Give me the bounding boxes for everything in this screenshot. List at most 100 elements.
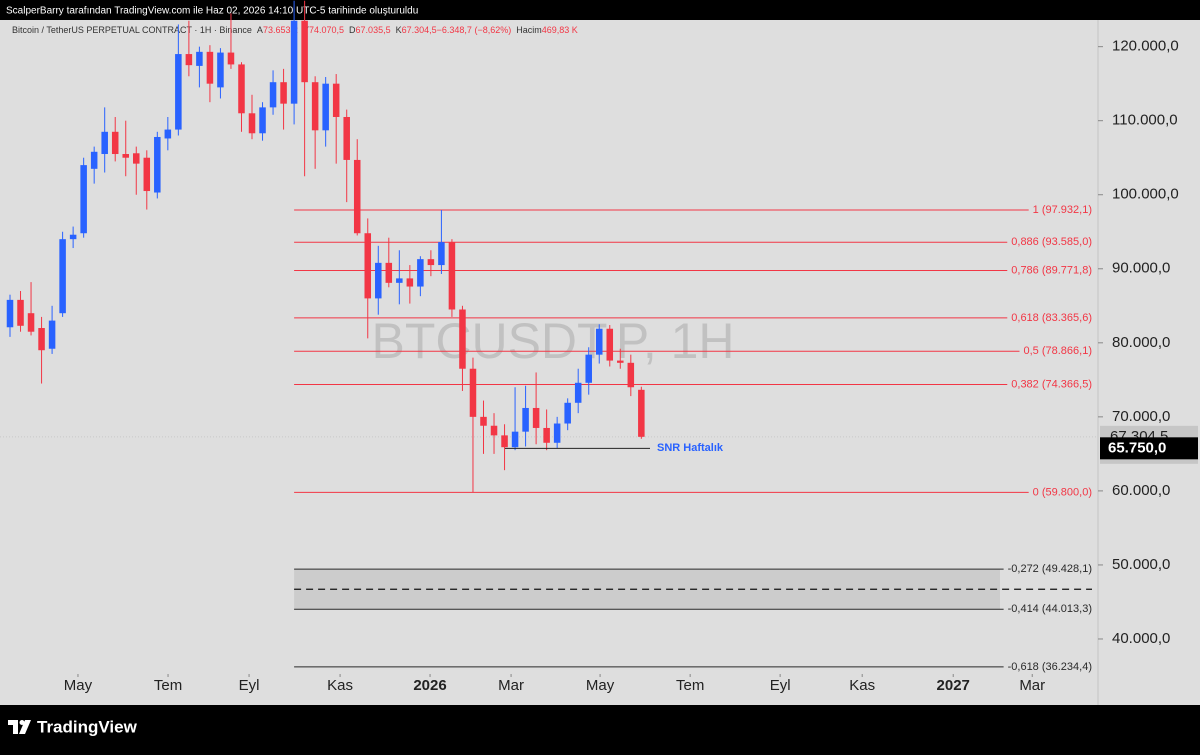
candle-body: [564, 402, 571, 424]
candle-body: [385, 262, 393, 283]
candle-body: [364, 233, 372, 299]
candle-body: [438, 242, 445, 266]
candle-body: [269, 82, 277, 108]
x-tick-label: Eyl: [239, 677, 260, 694]
candle-body: [101, 131, 108, 155]
chart-background: [0, 20, 1200, 705]
candle-body: [469, 368, 477, 417]
info-key: Hacim: [516, 25, 542, 35]
x-tick-label: Eyl: [770, 677, 791, 694]
fib-label: -0,272 (49.428,1): [1008, 563, 1092, 575]
candle-body: [638, 389, 645, 437]
header-bar: [0, 0, 1200, 20]
candle-body: [111, 131, 119, 155]
candle-body: [606, 328, 614, 361]
candle-body: [280, 82, 287, 104]
candle-body: [585, 354, 592, 383]
y-tick-label: 110.000,0: [1112, 112, 1178, 129]
candle-body: [143, 157, 151, 192]
candle-body: [290, 20, 298, 104]
x-tick-label: 2026: [413, 677, 446, 694]
candle-body: [595, 328, 603, 355]
fib-label: -0,414 (44.013,3): [1008, 603, 1092, 615]
candle-body: [301, 20, 308, 83]
fib-label: 0,5 (78.866,1): [1024, 345, 1093, 357]
fib-label: 0 (59.800,0): [1033, 486, 1092, 498]
snr-label: SNR Haftalık: [657, 442, 724, 454]
info-value: 469,83 K: [542, 25, 578, 35]
info-key: D: [349, 25, 356, 35]
candle-body: [480, 416, 487, 426]
brand-name: TradingView: [37, 717, 138, 736]
x-tick-label: Kas: [327, 677, 353, 694]
y-tick-label: 90.000,0: [1112, 260, 1170, 277]
y-tick-label: 120.000,0: [1112, 38, 1179, 55]
candle-body: [175, 54, 182, 130]
candle-body: [574, 382, 582, 403]
candle-body: [543, 427, 550, 443]
candle-body: [227, 52, 235, 65]
x-tick-label: Mar: [1019, 677, 1045, 694]
info-value: 73.653,2: [263, 25, 298, 35]
footer-bar: [0, 705, 1200, 750]
candle-body: [196, 51, 203, 66]
snr-price-label: 65.750,0: [1108, 439, 1166, 456]
candle-body: [332, 83, 340, 117]
watermark: BTCUSDT.P, 1H: [371, 313, 734, 369]
candle-body: [322, 83, 329, 131]
fib-label: 0,786 (89.771,8): [1011, 264, 1092, 276]
x-tick-label: Tem: [154, 677, 182, 694]
info-key: A: [257, 25, 263, 35]
candle-body: [122, 154, 130, 158]
info-value: −6.348,7 (−8,62%): [437, 25, 512, 35]
y-tick-label: 50.000,0: [1112, 556, 1170, 573]
info-value: 74.070,5: [309, 25, 344, 35]
candle-body: [311, 82, 319, 131]
candle-body: [375, 262, 382, 299]
y-tick-label: 40.000,0: [1112, 630, 1170, 647]
candle-body: [353, 159, 361, 234]
symbol-info: Bitcoin / TetherUS PERPETUAL CONTRACT · …: [12, 25, 578, 35]
candle-body: [248, 113, 256, 134]
candle-body: [185, 54, 193, 66]
x-tick-label: Mar: [498, 677, 524, 694]
candle-body: [417, 259, 424, 287]
candle-body: [490, 425, 498, 436]
candle-body: [27, 313, 35, 332]
info-value: 67.304,5: [402, 25, 437, 35]
info-value: 67.035,5: [356, 25, 391, 35]
x-tick-label: May: [64, 677, 93, 694]
info-key: K: [396, 25, 402, 35]
candle-body: [90, 151, 98, 169]
candle-body: [627, 362, 635, 388]
fib-label: -0,618 (36.234,4): [1008, 661, 1092, 673]
y-tick-label: 70.000,0: [1112, 408, 1170, 425]
candle-body: [6, 299, 14, 328]
candle-body: [154, 136, 161, 193]
y-tick-label: 80.000,0: [1112, 334, 1170, 351]
snr-price-box: [1100, 437, 1198, 460]
y-tick-label: 60.000,0: [1112, 482, 1170, 499]
candle-body: [406, 278, 414, 287]
candle-body: [17, 299, 24, 326]
candle-body: [396, 278, 403, 283]
x-tick-label: 2027: [937, 677, 970, 694]
header-text: ScalperBarry tarafından TradingView.com …: [6, 6, 418, 17]
symbol-name: Bitcoin / TetherUS PERPETUAL CONTRACT · …: [12, 25, 252, 35]
brand-logo: [8, 720, 31, 734]
candle-body: [532, 407, 540, 428]
candle-body: [48, 320, 56, 349]
candle-body: [80, 165, 87, 234]
candle-body: [553, 423, 561, 443]
candle-body: [459, 309, 466, 369]
candle-body: [617, 360, 624, 363]
candle-body: [522, 407, 529, 432]
candle-body: [217, 52, 224, 88]
candle-body: [427, 259, 435, 266]
fib-label: 0,618 (83.365,6): [1011, 312, 1092, 324]
candle-body: [38, 328, 45, 351]
candle-body: [59, 239, 66, 314]
candle-body: [259, 107, 266, 134]
candle-body: [164, 129, 172, 139]
